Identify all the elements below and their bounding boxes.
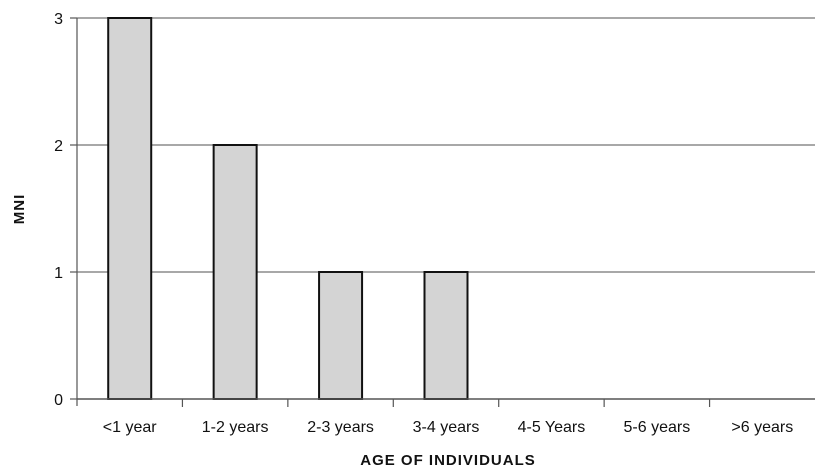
x-tick-label-5: 5-6 years (624, 419, 691, 436)
x-tick-label-3: 3-4 years (413, 419, 480, 436)
x-tick-label-2: 2-3 years (307, 419, 374, 436)
gridlines (77, 17, 815, 273)
y-axis-title: MNI (11, 194, 28, 225)
y-tick-label-0: 0 (54, 392, 63, 409)
bar-2 (318, 271, 364, 400)
x-axis-title: AGE OF INDIVIDUALS (360, 452, 536, 469)
bar-0 (107, 17, 153, 400)
x-tick-label-0: <1 year (103, 419, 157, 436)
y-tick-label-3: 3 (54, 11, 63, 28)
bar-3 (423, 271, 469, 400)
y-tick-label-2: 2 (54, 138, 63, 155)
bars (107, 17, 469, 400)
x-tick-labels: <1 year 1-2 years 2-3 years 3-4 years 4-5 Ye… (103, 419, 793, 436)
x-tick-label-4: 4-5 Years (518, 419, 586, 436)
axes (70, 17, 815, 407)
bar-1 (212, 144, 258, 400)
y-tick-label-1: 1 (54, 265, 63, 282)
y-tick-labels: 0 1 2 3 (54, 11, 63, 409)
x-tick-label-1: 1-2 years (202, 419, 269, 436)
x-tick-label-6: >6 years (731, 419, 793, 436)
